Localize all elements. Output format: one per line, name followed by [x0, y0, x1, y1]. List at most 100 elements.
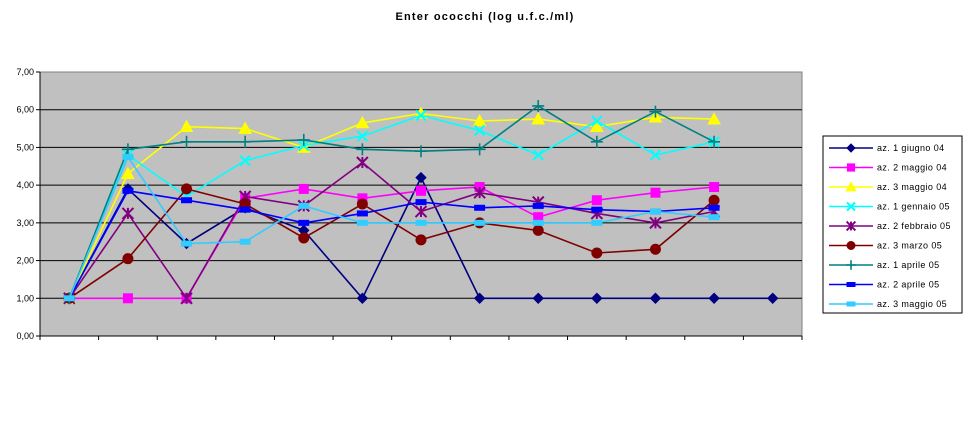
- data-point: [846, 241, 856, 250]
- data-point: [649, 243, 661, 255]
- data-point: [238, 121, 253, 134]
- data-point: [591, 247, 603, 259]
- data-point: [845, 220, 857, 232]
- data-point: [591, 195, 602, 206]
- data-point: [473, 186, 486, 199]
- data-point: [121, 207, 135, 220]
- data-point: [649, 105, 662, 118]
- data-point: [415, 234, 427, 246]
- chart-title: Enter ococchi (log u.f.c./ml): [395, 11, 574, 23]
- data-point: [239, 238, 251, 245]
- data-point: [239, 154, 251, 167]
- data-point: [846, 143, 856, 153]
- data-point: [589, 119, 604, 132]
- data-point: [415, 109, 427, 122]
- legend-entry: az. 3 maggio 05: [829, 299, 947, 309]
- data-point: [356, 156, 369, 169]
- data-point: [591, 115, 603, 127]
- data-point: [766, 292, 779, 304]
- data-point: [356, 143, 369, 156]
- data-point: [708, 135, 721, 148]
- data-point: [472, 113, 487, 127]
- legend-entry: az. 3 marzo 05: [829, 241, 942, 251]
- data-point: [532, 224, 544, 236]
- legend-entry: az. 2 febbraio 05: [829, 220, 950, 232]
- data-point: [355, 115, 370, 129]
- data-point: [846, 163, 856, 172]
- data-point: [181, 183, 193, 195]
- data-point: [845, 181, 857, 192]
- series-line: [68, 112, 715, 299]
- data-point: [591, 292, 603, 304]
- data-point: [356, 130, 369, 142]
- series-line: [68, 114, 715, 299]
- legend: az. 1 giugno 04 az. 2 maggio 04 az. 3 magg…: [829, 143, 950, 309]
- data-point: [298, 183, 309, 194]
- data-point: [709, 182, 720, 193]
- series-line: [68, 161, 715, 300]
- data-point: [650, 187, 661, 198]
- data-point: [708, 204, 720, 211]
- data-point: [649, 216, 662, 230]
- data-point: [531, 112, 546, 125]
- legend-entry: az. 3 maggio 04: [829, 181, 947, 192]
- data-point: [356, 210, 368, 217]
- legend-label: az. 3 maggio 04: [877, 182, 947, 192]
- data-point: [239, 206, 251, 213]
- data-point: [591, 219, 603, 226]
- legend-label: az. 2 aprile 05: [877, 280, 940, 290]
- data-point: [415, 145, 427, 158]
- data-point: [121, 143, 134, 156]
- data-point: [532, 219, 544, 226]
- y-tick-label: 7,00: [16, 67, 34, 77]
- data-point: [181, 240, 193, 247]
- legend-entry: az. 2 aprile 05: [829, 280, 940, 290]
- data-point: [473, 124, 486, 137]
- data-point: [416, 185, 426, 196]
- data-point: [180, 292, 193, 305]
- legend-label: az. 3 marzo 05: [877, 241, 942, 251]
- data-point: [532, 99, 545, 112]
- data-point: [473, 143, 486, 156]
- series-line: [68, 155, 715, 299]
- data-point: [846, 201, 856, 212]
- data-point: [474, 219, 486, 226]
- data-point: [708, 292, 720, 304]
- y-tick-label: 4,00: [16, 180, 34, 190]
- series-line: [68, 104, 715, 299]
- y-tick-label: 5,00: [16, 142, 34, 152]
- legend-label: az. 1 gennaio 05: [877, 202, 950, 212]
- data-point: [846, 301, 856, 307]
- data-point: [122, 153, 134, 160]
- data-point: [179, 119, 194, 132]
- series-layer: [62, 99, 779, 305]
- data-point: [708, 214, 720, 221]
- legend-entry: az. 1 aprile 05: [829, 260, 940, 270]
- data-point: [591, 206, 603, 213]
- data-point: [63, 295, 75, 302]
- data-point: [707, 112, 721, 125]
- legend-entry: az. 1 giugno 04: [829, 143, 944, 153]
- data-point: [414, 205, 428, 218]
- series-8: [63, 187, 720, 302]
- data-point: [122, 253, 134, 265]
- data-point: [708, 194, 720, 206]
- data-point: [473, 292, 486, 304]
- data-point: [649, 292, 662, 304]
- series-line: [69, 186, 715, 300]
- data-point: [356, 219, 368, 226]
- data-point: [415, 219, 427, 226]
- y-tick-label: 1,00: [16, 293, 34, 303]
- legend-label: az. 1 aprile 05: [877, 260, 940, 270]
- data-point: [532, 202, 544, 209]
- series-line: [68, 189, 715, 299]
- data-point: [356, 198, 368, 210]
- data-point: [474, 204, 486, 211]
- data-point: [532, 292, 544, 304]
- data-point: [239, 135, 252, 148]
- y-tick-label: 3,00: [16, 218, 34, 228]
- series-7: [63, 99, 721, 305]
- series-9: [63, 153, 720, 302]
- data-point: [590, 135, 603, 148]
